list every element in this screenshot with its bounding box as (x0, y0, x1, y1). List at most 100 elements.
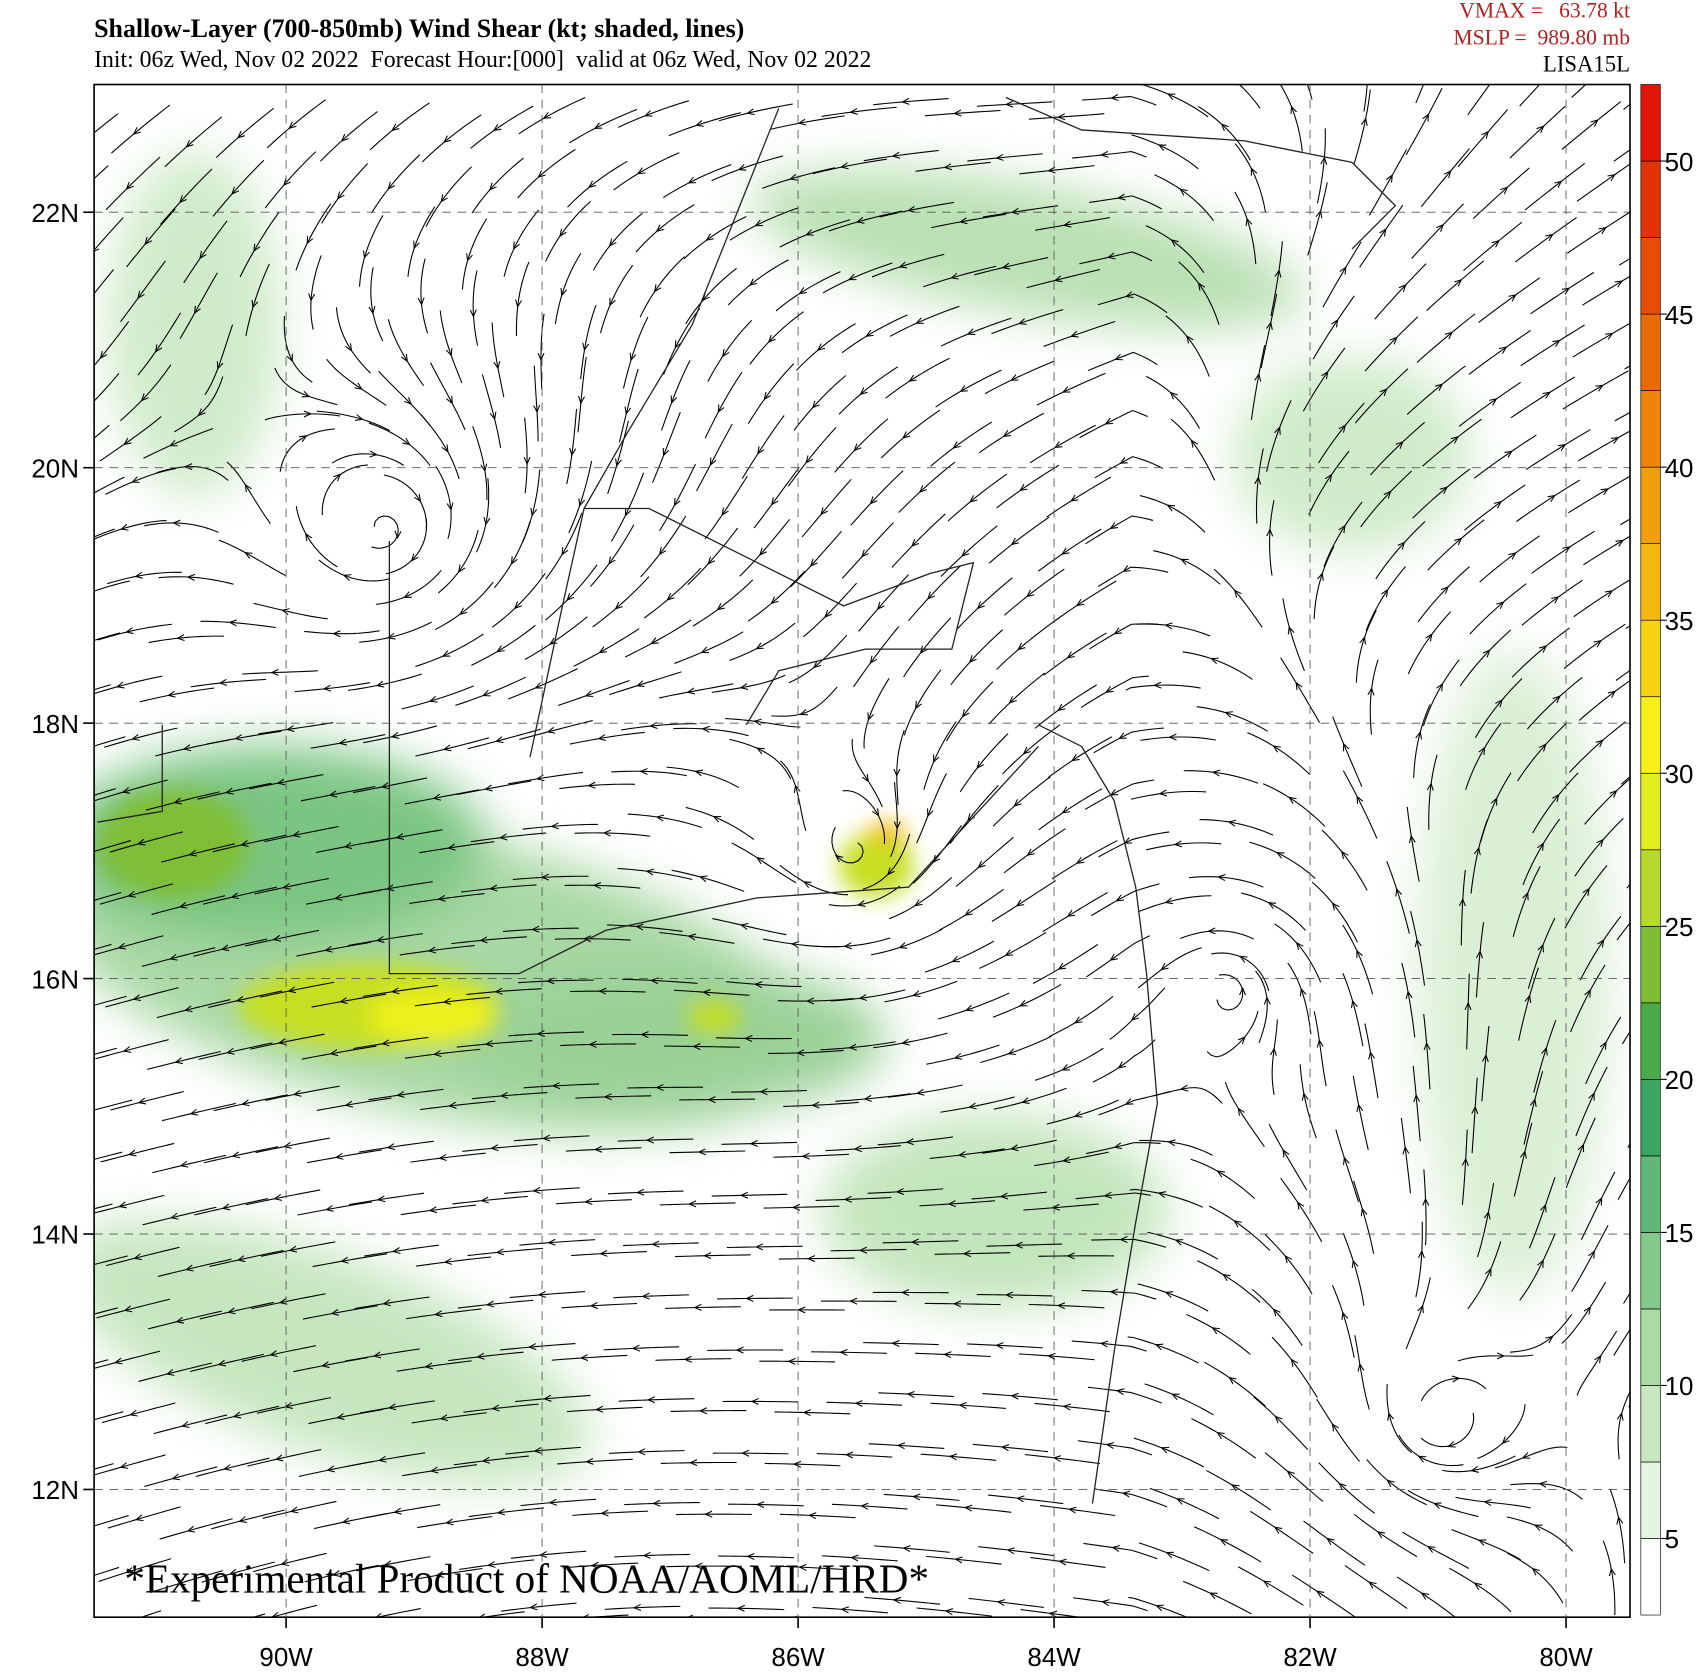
streamline (94, 1361, 119, 1369)
streamline (1467, 84, 1493, 116)
streamline (1036, 390, 1067, 406)
streamline (508, 686, 539, 700)
streamline (225, 938, 268, 949)
colorbar-box (1640, 1232, 1661, 1310)
streamline (551, 1357, 585, 1361)
streamline (255, 211, 280, 248)
streamline (780, 760, 797, 789)
streamline (94, 840, 132, 853)
streamline (446, 633, 484, 655)
streamline (1000, 153, 1043, 158)
streamline (1067, 1407, 1110, 1413)
streamline (1576, 1358, 1599, 1396)
streamline (411, 1417, 444, 1424)
streamline (825, 1148, 858, 1152)
streamline (339, 1149, 382, 1157)
streamline (1028, 116, 1062, 120)
streamline (1019, 1353, 1052, 1357)
streamline (1658, 63, 1684, 83)
streamline (1061, 1306, 1105, 1308)
streamline (213, 1103, 246, 1112)
streamline (1658, 488, 1687, 503)
streamline (391, 621, 432, 637)
streamline (795, 347, 821, 371)
colorbar-box (1640, 1155, 1661, 1233)
streamline (543, 1550, 587, 1555)
streamline (779, 1513, 813, 1517)
streamline (1320, 1593, 1356, 1618)
streamline (1003, 852, 1031, 874)
streamline (1571, 84, 1587, 98)
streamline (172, 1623, 213, 1636)
streamline (1546, 376, 1576, 395)
streamline (1159, 1607, 1189, 1618)
streamline (414, 1001, 448, 1007)
streamline (661, 399, 674, 431)
streamline (654, 619, 692, 642)
streamline (1005, 1447, 1049, 1453)
streamline (460, 530, 479, 569)
streamline (1243, 958, 1270, 992)
streamline (1237, 593, 1263, 628)
streamline (592, 243, 613, 271)
streamline (725, 718, 758, 723)
streamline (813, 530, 842, 563)
streamline (110, 1101, 143, 1111)
streamline (1331, 1285, 1345, 1316)
streamline (1418, 704, 1431, 736)
streamline (39, 956, 70, 965)
streamline (920, 1084, 963, 1093)
streamline (463, 1407, 496, 1413)
streamline (1126, 567, 1169, 573)
streamline (1253, 171, 1267, 213)
streamline (499, 1346, 533, 1351)
streamline (1565, 1148, 1582, 1188)
streamline (1345, 747, 1363, 787)
streamline (809, 219, 851, 234)
streamline (279, 437, 304, 472)
streamline (793, 1619, 836, 1621)
streamline (879, 209, 912, 218)
streamline (1526, 698, 1557, 730)
streamline (292, 99, 326, 127)
streamline (945, 713, 965, 742)
streamline (185, 1414, 228, 1425)
streamline (711, 1194, 745, 1197)
streamline (337, 464, 368, 477)
streamline (1344, 1565, 1372, 1585)
streamline (923, 276, 955, 288)
streamline (1613, 777, 1631, 794)
streamline (807, 883, 849, 896)
streamline (1086, 1146, 1118, 1155)
streamline (364, 1250, 397, 1257)
streamline (915, 1352, 948, 1356)
streamline (1093, 736, 1123, 754)
streamline (1026, 724, 1061, 752)
streamline (1423, 1169, 1427, 1202)
streamline (1635, 1436, 1641, 1468)
streamline (956, 605, 981, 630)
streamline (1619, 1520, 1626, 1564)
streamline (992, 1004, 1024, 1018)
streamline (308, 1416, 341, 1425)
streamline (804, 686, 838, 713)
streamline (1449, 313, 1476, 335)
streamline (603, 1347, 637, 1351)
streamline (1354, 391, 1384, 424)
streamline (972, 473, 1008, 500)
streamline (560, 1043, 593, 1047)
streamline (1332, 716, 1346, 747)
streamline (883, 1493, 917, 1498)
streamline (802, 115, 845, 123)
streamline (1420, 1379, 1456, 1402)
streamline (1410, 911, 1419, 943)
streamline (1006, 412, 1045, 434)
streamline (194, 1207, 227, 1216)
streamline (1474, 702, 1500, 739)
streamline (912, 357, 950, 379)
streamline (67, 405, 90, 428)
streamline (1271, 1336, 1294, 1363)
streamline (218, 539, 249, 555)
streamline (948, 161, 991, 167)
streamline (1019, 880, 1056, 905)
